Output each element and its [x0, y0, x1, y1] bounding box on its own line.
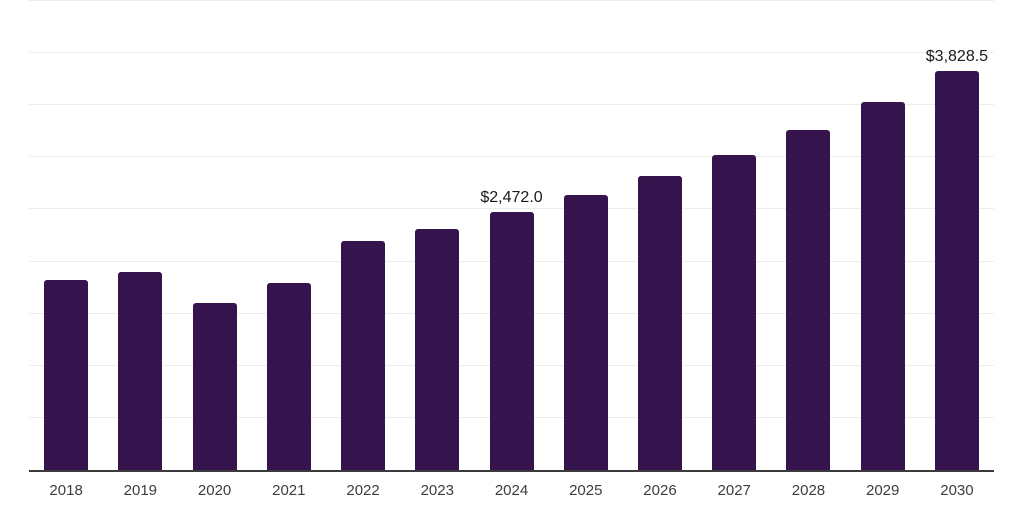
bar-slot-2029 [846, 1, 920, 470]
gridline [29, 208, 994, 210]
bar-slot-2024: $2,472.0 [474, 1, 548, 470]
bar-2027 [712, 154, 757, 470]
data-label-2030: $3,828.5 [925, 48, 989, 65]
bar-2022 [341, 241, 386, 470]
x-tick-2018: 2018 [49, 482, 83, 499]
bar-2025 [563, 195, 608, 470]
bar-2026 [637, 176, 682, 470]
x-axis: 2018 2019 2020 2021 2022 2023 2024 2025 2026 2027… [29, 481, 994, 500]
bar-2029 [860, 101, 905, 470]
x-tick-2030: 2030 [940, 482, 974, 499]
data-label-2024: $2,472.0 [480, 189, 543, 207]
x-tick-2029: 2029 [866, 482, 900, 499]
bar-2028 [786, 130, 831, 470]
x-tick-2022: 2022 [346, 482, 380, 499]
x-tick-2026: 2026 [643, 482, 677, 499]
bar-slot-2019 [103, 1, 177, 470]
bar-2019 [118, 271, 163, 470]
gridline [29, 156, 994, 158]
bar-2020 [192, 303, 237, 470]
gridline [29, 104, 994, 106]
x-tick-2025: 2025 [569, 482, 603, 499]
bar-2021 [266, 282, 311, 470]
gridline [29, 0, 994, 1]
x-tick-2021: 2021 [272, 482, 306, 499]
bar-2023 [415, 228, 460, 470]
bar-slot-2022 [326, 1, 400, 470]
bar-slot-2026 [623, 1, 697, 470]
bar-slot-2020 [177, 1, 251, 470]
bar-slot-2023 [400, 1, 474, 470]
bar-slot-2027 [697, 1, 771, 470]
x-tick-2020: 2020 [197, 482, 232, 499]
plot-area: $2,472.0 $3,828.5 [29, 0, 994, 472]
bar-2024 [489, 212, 534, 470]
bar-slot-2030: $3,828.5 [920, 1, 994, 470]
x-tick-2027: 2027 [717, 482, 751, 499]
x-tick-2019: 2019 [123, 482, 158, 499]
bar-slot-2018 [29, 1, 103, 470]
bar-slot-2028 [771, 1, 845, 470]
bar-slot-2021 [252, 1, 326, 470]
bar-2030 [934, 71, 979, 470]
x-tick-2024: 2024 [494, 482, 529, 499]
bar-slot-2025 [549, 1, 623, 470]
x-tick-2028: 2028 [791, 482, 826, 499]
bar-2018 [44, 280, 89, 470]
x-tick-2023: 2023 [420, 482, 454, 499]
gridline [29, 52, 994, 54]
